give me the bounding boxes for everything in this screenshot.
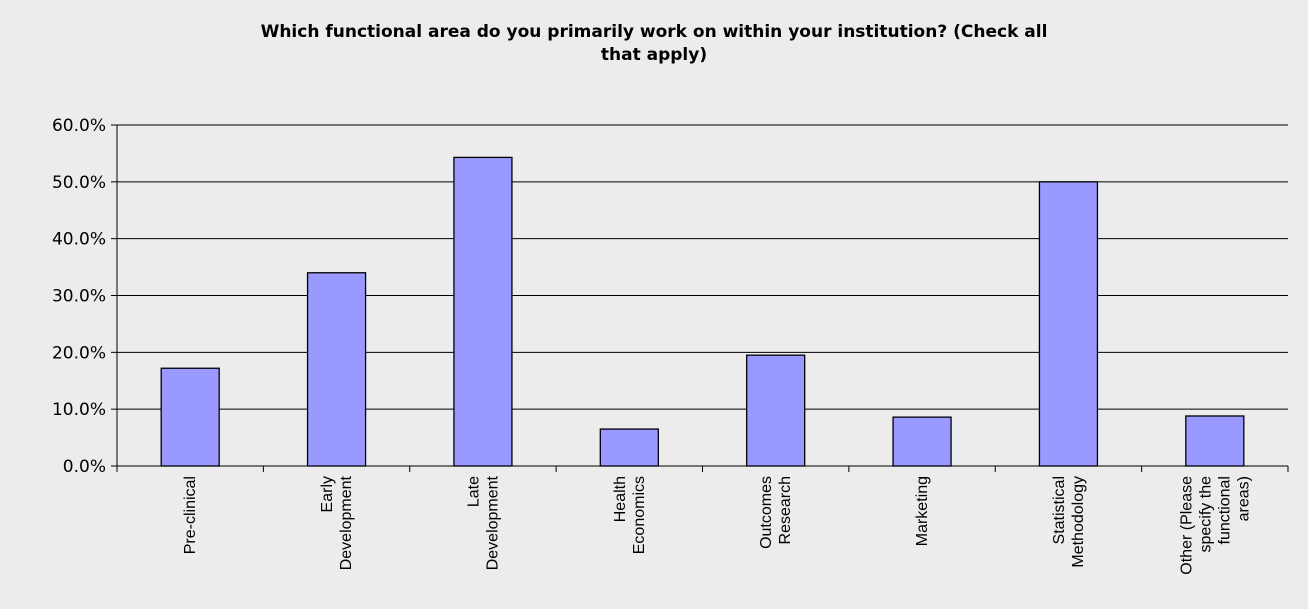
x-tick-label-line: Health (612, 476, 629, 522)
chart-title-line: Which functional area do you primarily w… (261, 22, 1048, 42)
x-tick-label-line: Marketing (914, 476, 931, 546)
bar (453, 156, 513, 467)
x-tick-label: Marketing (914, 476, 931, 546)
x-tick-label: Health Economics (612, 476, 648, 554)
x-tick-label-line: functional (1216, 476, 1233, 545)
y-tick-label: 0.0% (63, 457, 106, 477)
x-tick-label: Late Development (465, 475, 501, 570)
x-tick-label: Other (Please specify the functional areas) (1178, 476, 1252, 575)
bar (160, 367, 220, 467)
x-tick-labels: Pre-clinical Early Development Late Developm… (182, 475, 1252, 574)
bar (599, 428, 659, 467)
x-tick-label-line: Methodology (1070, 476, 1087, 568)
y-tick-label: 10.0% (52, 400, 106, 420)
chart-title: Which functional area do you primarily w… (261, 22, 1048, 65)
x-tick-label: Outcomes Research (758, 476, 794, 549)
x-tick-label-line: Development (484, 475, 501, 570)
x-tick-label-line: Development (338, 475, 355, 570)
y-tick-label: 40.0% (52, 230, 106, 250)
bar (1038, 181, 1099, 467)
chart-title-line: that apply) (601, 45, 707, 65)
x-tick-label: Pre-clinical (182, 476, 199, 554)
bar (746, 354, 806, 467)
bars (160, 156, 1245, 467)
x-tick-label-line: specify the (1197, 476, 1214, 553)
x-tick-label-line: areas) (1235, 476, 1252, 521)
y-tick-label: 20.0% (52, 343, 106, 363)
x-tick-label-line: Other (Please (1178, 476, 1195, 575)
bar (306, 272, 367, 467)
bar (892, 416, 952, 467)
y-tick-label: 50.0% (52, 173, 106, 193)
x-tick-label-line: Early (319, 476, 336, 512)
x-tick-label-line: Outcomes (758, 476, 775, 549)
x-tick-label: Early Development (319, 475, 355, 570)
y-tick-label: 30.0% (52, 287, 106, 307)
bar (1185, 415, 1245, 467)
x-tick-label-line: Economics (631, 476, 648, 554)
x-tick-label-line: Pre-clinical (182, 476, 199, 554)
axes (111, 124, 1289, 472)
x-tick-label-line: Late (465, 476, 482, 507)
y-tick-labels: 0.0% 10.0% 20.0% 30.0% 40.0% 50.0% 60.0% (52, 116, 106, 477)
y-tick-label: 60.0% (52, 116, 106, 136)
x-tick-label-line: Statistical (1051, 476, 1068, 544)
x-tick-label: Statistical Methodology (1051, 476, 1087, 568)
x-tick-label-line: Research (777, 476, 794, 544)
